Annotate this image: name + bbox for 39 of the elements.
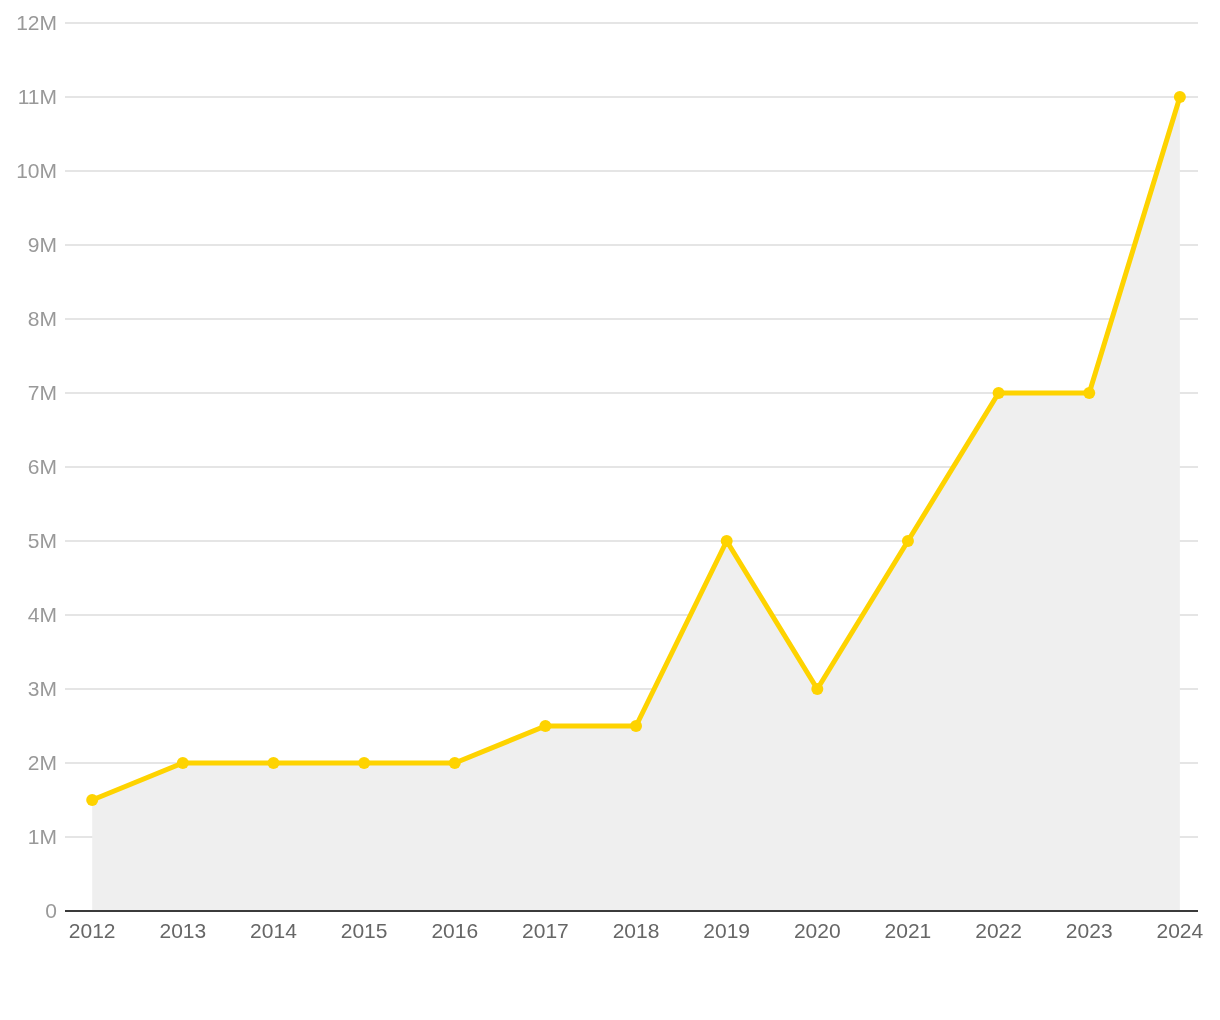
point — [358, 757, 371, 769]
y-tick-label: 8M — [27, 307, 57, 331]
point — [901, 535, 914, 547]
y-tick-label: 2M — [27, 751, 57, 775]
point — [1173, 91, 1186, 103]
y-tick-label: 11M — [17, 85, 57, 109]
point — [267, 757, 280, 769]
y-tick-label: 12M — [16, 11, 57, 35]
point — [176, 757, 189, 769]
y-tick-label: 0 — [45, 899, 57, 923]
x-tick-label: 2015 — [340, 918, 388, 942]
point — [811, 683, 824, 695]
y-tick-label: 9M — [27, 233, 57, 257]
point — [1083, 387, 1096, 399]
x-tick-label: 2012 — [68, 918, 116, 942]
x-tick-label: 2017 — [522, 918, 569, 942]
x-tick-label: 2016 — [431, 918, 479, 942]
x-tick-label: 2014 — [250, 918, 298, 942]
x-tick-label: 2019 — [703, 918, 751, 942]
point — [992, 387, 1005, 399]
y-tick-label: 6M — [27, 455, 57, 479]
x-tick-label: 2020 — [793, 918, 841, 942]
y-tick-label: 7M — [27, 381, 57, 405]
point — [448, 757, 461, 769]
x-tick-label: 2021 — [884, 918, 932, 942]
point — [539, 720, 552, 732]
point — [630, 720, 643, 732]
y-tick-label: 4M — [27, 603, 57, 627]
y-tick-label: 10M — [16, 159, 57, 183]
x-tick-label: 2022 — [975, 918, 1022, 942]
x-tick-label: 2024 — [1156, 918, 1204, 942]
x-tick-label: 2023 — [1065, 918, 1113, 942]
y-tick-label: 1M — [27, 825, 57, 849]
x-tick-label: 2018 — [612, 918, 660, 942]
point — [720, 535, 733, 547]
y-tick-label: 3M — [27, 677, 57, 701]
x-tick-label: 2013 — [159, 918, 207, 942]
point — [86, 794, 99, 806]
y-tick-label: 5M — [27, 529, 57, 553]
